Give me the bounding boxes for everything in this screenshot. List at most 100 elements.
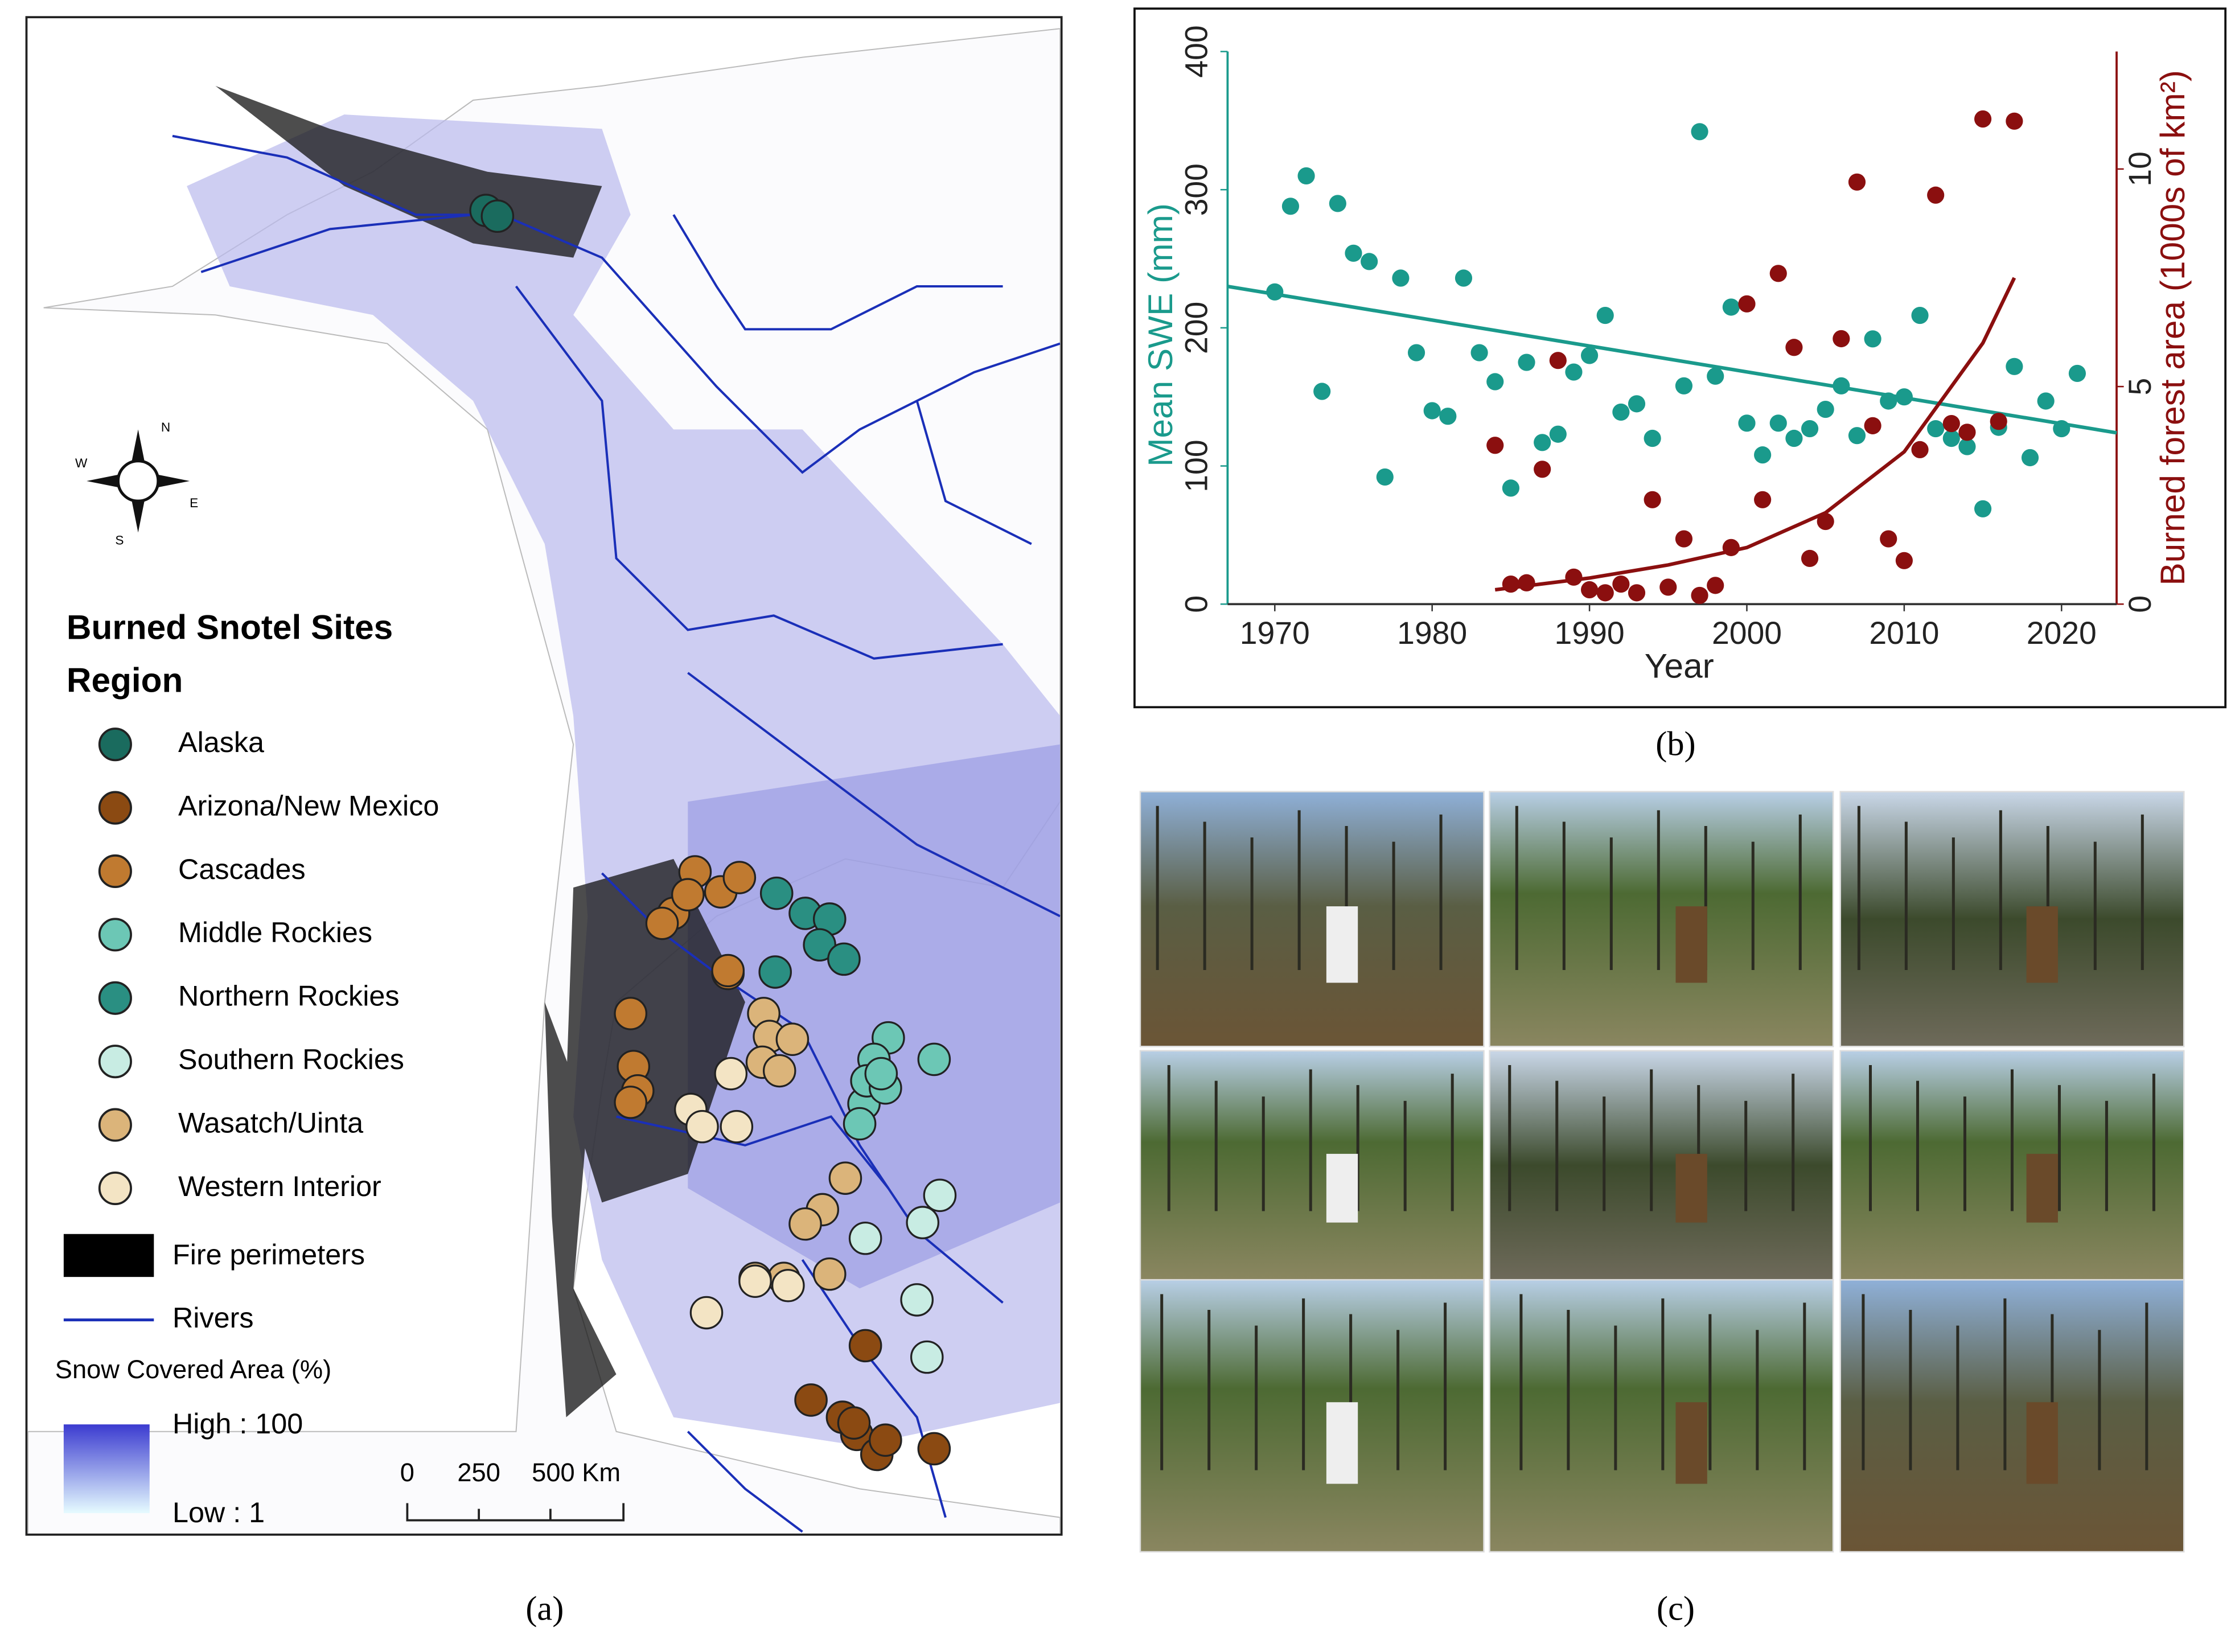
- site-marker: [837, 1406, 871, 1440]
- point: [1864, 417, 1881, 434]
- site-marker: [720, 1109, 754, 1144]
- site-marker: [738, 1264, 772, 1298]
- site-marker: [711, 954, 745, 988]
- point: [1707, 367, 1724, 385]
- fire-label: Fire perimeters: [172, 1238, 365, 1271]
- point: [2006, 112, 2023, 130]
- point: [1345, 244, 1362, 262]
- compass-n: N: [161, 420, 170, 434]
- point: [1486, 437, 1504, 454]
- photo-shelter: [1675, 1402, 1707, 1484]
- site-marker: [900, 1283, 934, 1317]
- site-marker: [848, 1329, 882, 1363]
- trend-line: [1494, 277, 2016, 592]
- x-tick-label: 1970: [1240, 615, 1310, 651]
- point: [1880, 392, 1897, 410]
- compass-e: E: [190, 496, 198, 510]
- point: [1376, 468, 1394, 486]
- compass-s: S: [115, 533, 124, 548]
- point: [1864, 330, 1881, 348]
- site-marker: [771, 1268, 805, 1302]
- point: [1833, 330, 1850, 348]
- legend-marker: [98, 918, 132, 952]
- point: [1628, 584, 1646, 602]
- point: [1361, 253, 1378, 270]
- point: [1738, 295, 1756, 313]
- point: [2037, 392, 2055, 410]
- site-marker: [714, 1057, 748, 1091]
- snow-label: Snow Covered Area (%): [55, 1355, 331, 1384]
- x-tick-label: 2010: [1869, 615, 1939, 651]
- panel-label: (c): [1657, 1589, 1695, 1628]
- point: [2021, 449, 2039, 467]
- site-marker: [689, 1296, 724, 1330]
- site-marker: [917, 1432, 951, 1466]
- photo-shelter: [1326, 1153, 1358, 1223]
- point: [1534, 461, 1551, 478]
- point: [2053, 420, 2070, 438]
- legend-marker: [98, 1045, 132, 1079]
- photo-shelter: [2026, 906, 2058, 983]
- point: [1612, 575, 1630, 593]
- site-marker: [869, 1423, 902, 1457]
- point: [1565, 363, 1583, 381]
- x-tick-label: 2000: [1712, 615, 1782, 651]
- photo-shelter: [1326, 1402, 1358, 1484]
- point: [1502, 479, 1519, 497]
- site-photo: [1839, 1279, 2185, 1553]
- fire-perimeters: [215, 85, 745, 1417]
- site-marker: [788, 1207, 822, 1241]
- point: [1927, 420, 1945, 438]
- site-marker: [671, 878, 705, 912]
- point: [1801, 420, 1819, 438]
- point: [1266, 283, 1284, 301]
- point: [1329, 195, 1346, 212]
- y2-tick-label: 10: [2122, 151, 2158, 187]
- point: [1895, 552, 1913, 569]
- point: [1880, 530, 1897, 548]
- point: [1848, 173, 1866, 191]
- compass-ring: [116, 459, 160, 503]
- point: [1785, 429, 1803, 447]
- legend-label: Wasatch/Uinta: [178, 1106, 363, 1139]
- site-marker: [759, 876, 794, 910]
- site-marker: [775, 1022, 810, 1057]
- point: [1580, 581, 1599, 599]
- site-marker: [910, 1340, 944, 1374]
- site-marker: [794, 1383, 828, 1417]
- site-photo: [1489, 791, 1834, 1047]
- scale-label: 500 Km: [532, 1458, 621, 1487]
- snow-swatch: [63, 1424, 150, 1514]
- legend-marker: [98, 791, 132, 825]
- site-marker: [843, 1107, 877, 1141]
- y-axis-label: Mean SWE (mm): [1141, 203, 1180, 467]
- site-photo: [1489, 1050, 1834, 1281]
- site-marker: [480, 199, 515, 233]
- point: [1754, 446, 1772, 464]
- point: [1769, 265, 1787, 282]
- site-marker: [722, 861, 757, 894]
- point: [2006, 357, 2023, 375]
- point: [1990, 413, 2007, 430]
- legend-marker: [98, 981, 132, 1015]
- site-markers: [469, 194, 957, 1472]
- point: [1817, 512, 1834, 531]
- point: [1297, 167, 1315, 185]
- point: [1942, 414, 1960, 433]
- point: [1549, 425, 1567, 443]
- point: [1785, 339, 1803, 356]
- rivers-label: Rivers: [172, 1301, 253, 1334]
- point: [1455, 269, 1473, 287]
- site-marker: [803, 928, 836, 962]
- point: [1281, 198, 1300, 215]
- legend-marker: [98, 1171, 132, 1206]
- point: [1754, 491, 1772, 508]
- photo-shelter: [2026, 1153, 2058, 1223]
- point: [1974, 110, 1992, 128]
- legend-label: Southern Rockies: [178, 1043, 404, 1075]
- point: [1675, 377, 1693, 394]
- legend-marker: [98, 1108, 132, 1142]
- point: [1439, 408, 1457, 425]
